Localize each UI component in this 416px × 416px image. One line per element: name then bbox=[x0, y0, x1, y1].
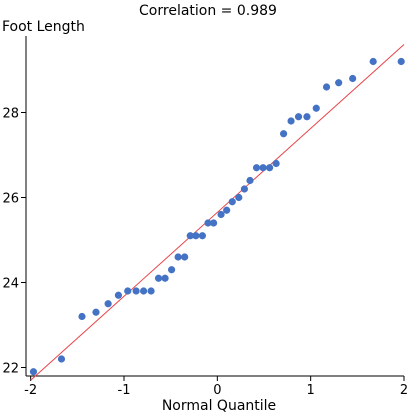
data-point bbox=[124, 287, 132, 295]
data-point bbox=[303, 113, 311, 121]
data-point bbox=[57, 355, 66, 363]
x-tick-label: -1 bbox=[118, 383, 131, 398]
data-point bbox=[78, 312, 86, 321]
data-point bbox=[168, 266, 176, 274]
data-point bbox=[132, 287, 140, 295]
data-point bbox=[92, 308, 100, 316]
data-point bbox=[186, 232, 194, 240]
points-layer bbox=[29, 57, 405, 376]
x-tick-label: 0 bbox=[213, 383, 221, 398]
data-point bbox=[204, 219, 212, 227]
y-axis-label: Foot Length bbox=[2, 19, 85, 35]
data-point bbox=[294, 113, 303, 121]
data-point bbox=[198, 232, 206, 240]
data-point bbox=[140, 287, 148, 295]
data-point bbox=[240, 185, 248, 193]
data-point bbox=[287, 117, 295, 125]
data-point bbox=[246, 176, 254, 185]
data-point bbox=[312, 104, 320, 112]
data-point bbox=[161, 274, 169, 282]
reference-line bbox=[30, 44, 405, 381]
y-tick-label: 26 bbox=[2, 192, 19, 207]
data-point bbox=[104, 300, 112, 308]
data-point bbox=[192, 232, 200, 240]
x-tick-label: 1 bbox=[307, 383, 315, 398]
data-point bbox=[181, 253, 189, 261]
x-axis-label: Normal Quantile bbox=[162, 398, 276, 414]
data-point bbox=[335, 79, 343, 87]
data-point bbox=[322, 83, 331, 91]
x-tick-label: 2 bbox=[400, 383, 408, 398]
data-point bbox=[280, 130, 288, 138]
data-point bbox=[252, 164, 261, 172]
data-point bbox=[154, 274, 163, 282]
data-point bbox=[29, 368, 38, 376]
chart-title: Correlation = 0.989 bbox=[139, 3, 277, 19]
data-point bbox=[369, 57, 377, 66]
data-point bbox=[217, 210, 225, 219]
data-point bbox=[228, 198, 236, 206]
data-point bbox=[210, 219, 218, 227]
y-tick-label: 24 bbox=[2, 277, 19, 292]
data-point bbox=[266, 164, 274, 172]
data-point bbox=[349, 74, 357, 83]
data-point bbox=[397, 57, 405, 66]
data-point bbox=[114, 291, 122, 299]
y-tick-label: 22 bbox=[2, 362, 19, 377]
data-point bbox=[272, 159, 280, 168]
data-point bbox=[147, 287, 155, 295]
reference-line-layer bbox=[30, 44, 405, 381]
x-tick-label: -2 bbox=[24, 383, 37, 398]
data-point bbox=[174, 253, 182, 261]
data-point bbox=[235, 193, 243, 202]
y-tick-label: 28 bbox=[2, 107, 19, 122]
data-point bbox=[259, 164, 267, 172]
data-point bbox=[223, 206, 231, 214]
